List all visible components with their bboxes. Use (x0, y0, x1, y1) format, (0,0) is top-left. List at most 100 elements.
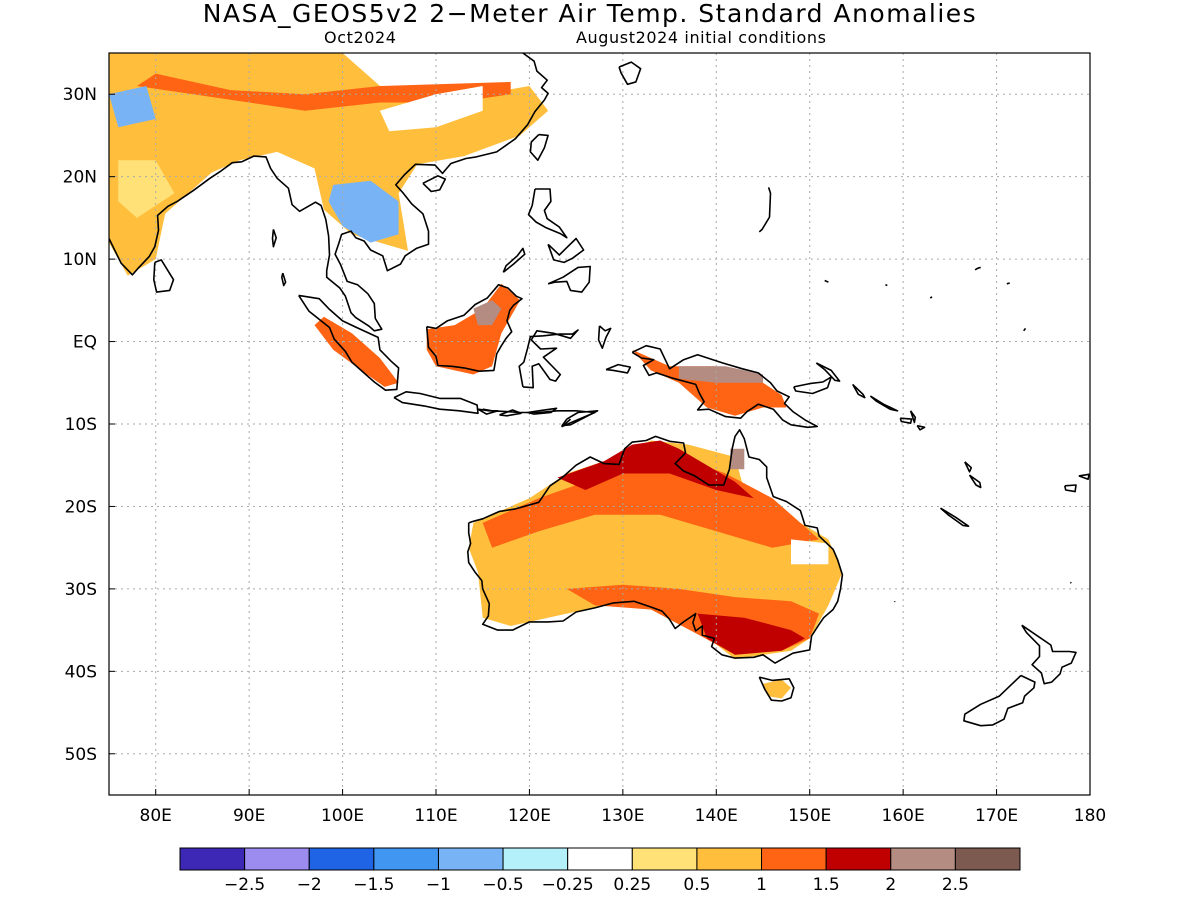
coastline-new-britain (793, 376, 833, 395)
coastline-seram (605, 363, 632, 374)
lon-tick-label: 130E (601, 806, 644, 826)
anomaly-region-australia-north-coast (557, 440, 754, 499)
coastline-micronesia-2 (885, 283, 888, 287)
coastline-bali-lombok (477, 408, 499, 415)
colorbar-swatch (761, 847, 827, 871)
coastline-borneo (425, 283, 523, 373)
colorbar-label: −2.5 (224, 875, 265, 895)
anomaly-region-tibet-cool (109, 86, 156, 128)
coastline-vanuatu-1 (964, 461, 973, 473)
colorbar-swatch (696, 847, 763, 871)
colorbar-swatch (567, 847, 633, 871)
lon-tick-label: 170E (975, 806, 1018, 826)
lat-tick-label: EQ (73, 333, 97, 353)
anomaly-region-tasmania (763, 679, 791, 699)
coastline-java (393, 390, 479, 415)
anomaly-region-china-white (379, 86, 483, 132)
colorbar-swatch (244, 847, 310, 871)
colorbar-label: 1 (756, 875, 767, 895)
lon-tick-label: 90E (233, 806, 265, 826)
coastline-solomons-4 (916, 424, 926, 431)
anomaly-region-new-guinea-peak (678, 366, 763, 383)
coastline-bougainville (852, 383, 866, 399)
coastline-new-caledonia (939, 507, 970, 528)
coastline-taiwan (529, 133, 549, 161)
coastline-micronesia-1 (824, 279, 829, 283)
lon-tick-label: 160E (882, 806, 925, 826)
lon-tick-label: 80E (140, 806, 172, 826)
coastline-nicobar (280, 272, 287, 287)
lon-tick-label: 110E (414, 806, 457, 826)
colorbar-label: −0.25 (542, 875, 594, 895)
coastline-marshall-2 (1006, 282, 1010, 285)
coastline-japan-kyushu (618, 61, 642, 86)
colorbar-label: −2 (297, 875, 322, 895)
lat-tick-label: 30N (63, 85, 97, 105)
coastline-tasmania (758, 676, 795, 702)
colorbar-swatch (954, 847, 1021, 871)
colorbar-swatch (179, 847, 246, 871)
map-frame (108, 52, 1091, 796)
anomaly-region-borneo-peak (473, 300, 502, 326)
lat-tick-label: 10N (63, 250, 97, 270)
anomaly-region-sumatra (314, 316, 399, 387)
colorbar-label: 1.5 (813, 875, 840, 895)
coastline-lesser-sunda (482, 408, 596, 428)
anomaly-region-indochina-cool (328, 180, 399, 243)
coastline-mindanao (547, 265, 592, 293)
anomaly-region-south-asia (109, 53, 549, 276)
coastline-mariana (758, 187, 772, 233)
coastline-sumbawa (499, 409, 522, 417)
lat-tick-label: 50S (65, 745, 97, 765)
anomaly-region-australia-peak-cape-york (730, 448, 745, 470)
graticule (109, 53, 1090, 795)
colorbar: −2.5 −2 −1.5 −1 −0.5 −0.25 0.25 0.5 1 1.5 2 2.5 (179, 847, 1021, 895)
colorbar-swatch (825, 847, 892, 871)
anomaly-region-borneo (426, 283, 521, 375)
coastline-nz-north (1021, 624, 1077, 685)
coastline-asia-mainland (109, 53, 549, 332)
lon-tick-label: 120E (508, 806, 551, 826)
coastline-timor-island (561, 409, 599, 427)
coastline-flores (527, 407, 558, 415)
anomaly-region-australia-north-band (482, 457, 820, 548)
lon-tick-label: 140E (695, 806, 738, 826)
colorbar-label: −1 (426, 875, 451, 895)
coastline-visayas (547, 237, 585, 264)
coastline-fiji (1064, 484, 1077, 493)
coastline-sri-lanka (153, 259, 175, 293)
colorbar-label: −0.5 (482, 875, 523, 895)
lon-tick-label: 100E (321, 806, 364, 826)
colorbar-swatch (631, 847, 698, 871)
colorbar-swatch (437, 847, 504, 871)
coastline-nz-south (963, 674, 1036, 727)
coastline-new-guinea (631, 344, 819, 429)
colorbar-label: −1.5 (353, 875, 394, 895)
lat-tick-label: 20S (65, 497, 97, 517)
lat-tick-label: 10S (65, 415, 97, 435)
coastline-layer (109, 53, 1090, 727)
coastline-solomons-3 (909, 410, 917, 424)
anomaly-region-australia-southeast-core (697, 613, 805, 655)
coastline-solomons-2 (899, 417, 913, 425)
colorbar-label: 0.25 (613, 875, 651, 895)
colorbar-swatch (373, 847, 439, 871)
coastline-kiribati (1023, 327, 1027, 332)
coastline-luzon (527, 188, 568, 239)
lat-tick-label: 40S (65, 662, 97, 682)
colorbar-label: 0.5 (683, 875, 710, 895)
coastline-new-ireland (815, 362, 841, 382)
colorbar-swatch (308, 847, 375, 871)
colorbar-swatch (890, 847, 956, 871)
coastline-halmahera (597, 325, 612, 350)
coastline-micronesia-3 (929, 296, 933, 299)
coastline-palawan (502, 247, 526, 273)
coastline-hainan (422, 175, 447, 193)
colorbar-label: 2 (885, 875, 896, 895)
forecast-month-label: Oct2024 (324, 28, 397, 47)
coastline-solomons-1 (869, 395, 899, 412)
initial-conditions-label: August2024 initial conditions (576, 28, 827, 47)
anomaly-region-new-guinea (632, 349, 787, 416)
coastline-marshall-1 (974, 266, 981, 271)
